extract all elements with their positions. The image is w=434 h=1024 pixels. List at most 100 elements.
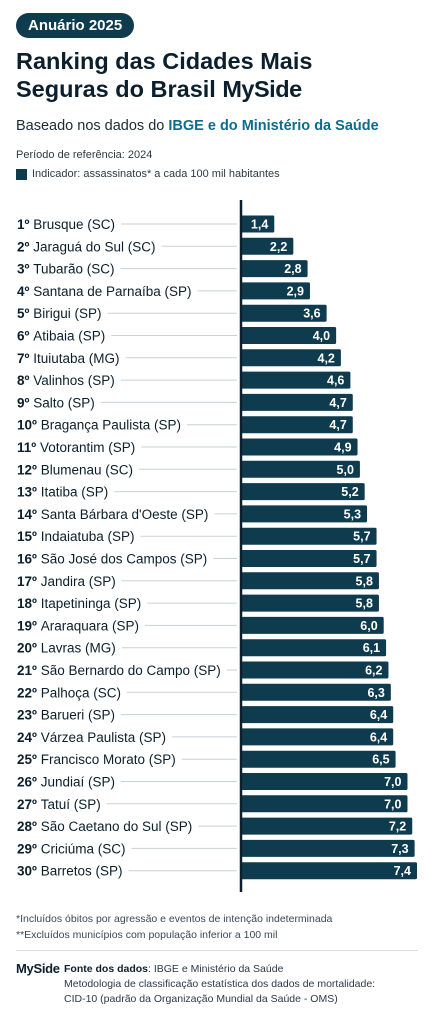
value-label: 1,4 xyxy=(251,218,268,232)
bar xyxy=(241,661,389,679)
value-label: 6,5 xyxy=(372,753,389,767)
footer-divider xyxy=(16,950,418,951)
bar xyxy=(241,683,391,701)
bar xyxy=(241,260,308,278)
category-label: 20º Lavras (MG) xyxy=(17,641,116,656)
bar xyxy=(241,483,365,501)
subtitle-prefix: Baseado nos dados do xyxy=(16,118,169,134)
category-label: 13º Itatiba (SP) xyxy=(17,485,108,500)
bar xyxy=(241,728,394,746)
category-label: 8º Valinhos (SP) xyxy=(17,373,115,388)
category-label: 2º Jaraguá do Sul (SC) xyxy=(17,239,156,254)
category-label: 6º Atibaia (SP) xyxy=(17,329,105,344)
category-label: 5º Birigui (SP) xyxy=(17,306,101,321)
value-label: 4,6 xyxy=(327,374,344,388)
category-label: 10º Bragança Paulista (SP) xyxy=(17,418,181,433)
value-label: 6,1 xyxy=(363,641,380,655)
source-text: : IBGE e Ministério da Saúde xyxy=(148,963,284,975)
methodology-line-2: CID-10 (padrão da Organização Mundial da… xyxy=(64,993,338,1005)
bar xyxy=(241,349,341,367)
indicator-legend: Indicador: assassinatos* a cada 100 mil … xyxy=(16,168,280,180)
category-label: 14º Santa Bárbara d'Oeste (SP) xyxy=(17,507,208,522)
bar xyxy=(241,862,417,880)
bar xyxy=(241,393,353,411)
value-label: 5,3 xyxy=(344,507,361,521)
bar xyxy=(241,817,413,835)
value-label: 2,9 xyxy=(287,284,304,298)
indicator-text: Indicador: assassinatos* a cada 100 mil … xyxy=(32,168,280,180)
value-label: 7,3 xyxy=(391,842,408,856)
category-label: 1º Brusque (SC) xyxy=(17,217,115,232)
category-label: 3º Tubarão (SC) xyxy=(17,262,114,277)
category-label: 23º Barueri (SP) xyxy=(17,708,115,723)
value-label: 5,7 xyxy=(353,552,370,566)
category-label: 9º Salto (SP) xyxy=(17,395,95,410)
footnote-2: **Excluídos municípios com população inf… xyxy=(16,929,278,941)
category-label: 22º Palhoça (SC) xyxy=(17,685,121,700)
bar xyxy=(241,282,310,300)
subtitle: Baseado nos dados do IBGE e do Ministéri… xyxy=(16,118,379,134)
bar xyxy=(241,327,337,344)
category-label: 24º Várzea Paulista (SP) xyxy=(17,730,166,745)
bar xyxy=(241,839,415,857)
value-label: 7,0 xyxy=(384,797,401,811)
category-label: 18º Itapetininga (SP) xyxy=(17,596,141,611)
value-label: 6,4 xyxy=(370,708,387,722)
value-label: 6,2 xyxy=(365,664,382,678)
bar xyxy=(241,304,327,322)
value-label: 5,2 xyxy=(341,485,358,499)
category-label: 7º Ituiutaba (MG) xyxy=(17,351,119,366)
bar xyxy=(241,438,358,456)
subtitle-highlight: IBGE e do Ministério da Saúde xyxy=(168,118,379,134)
footer-logo: MySide xyxy=(16,961,60,976)
ranking-chart: 1º Brusque (SC) 1,4 2º Jaraguá do Sul (SC)… xyxy=(17,200,417,892)
footnote-1: *Incluídos óbitos por agressão e eventos… xyxy=(16,913,333,925)
category-label: 4º Santana de Parnaíba (SP) xyxy=(17,284,192,299)
bar xyxy=(241,773,408,790)
title-line-1: Ranking das Cidades Mais xyxy=(16,48,313,74)
bar xyxy=(241,750,396,768)
value-label: 4,9 xyxy=(334,441,351,455)
category-label: 29º Criciúma (SC) xyxy=(17,841,125,856)
title-line-2: Seguras do Brasil xyxy=(16,76,216,102)
category-label: 12º Blumenau (SC) xyxy=(17,462,133,477)
value-label: 6,4 xyxy=(370,730,387,744)
bar xyxy=(241,550,377,567)
bar xyxy=(241,460,360,478)
reference-period: Período de referência: 2024 xyxy=(16,149,153,161)
brand-logo: MySide xyxy=(222,76,302,102)
bar xyxy=(241,416,353,434)
category-label: 25º Francisco Morato (SP) xyxy=(17,752,176,767)
value-label: 5,8 xyxy=(356,597,373,611)
category-label: 28º São Caetano do Sul (SP) xyxy=(17,819,192,834)
bar xyxy=(241,616,384,634)
category-label: 15º Indaiatuba (SP) xyxy=(17,529,135,544)
value-label: 5,7 xyxy=(353,530,370,544)
value-label: 4,7 xyxy=(329,396,346,410)
page-title: Ranking das Cidades Mais Seguras do Bras… xyxy=(16,47,426,103)
bar xyxy=(241,795,408,813)
bar xyxy=(241,572,379,590)
value-label: 3,6 xyxy=(303,307,320,321)
value-label: 4,2 xyxy=(318,351,335,365)
value-label: 7,4 xyxy=(394,864,411,878)
category-label: 19º Araraquara (SP) xyxy=(17,618,139,633)
bar xyxy=(241,639,387,657)
value-label: 4,0 xyxy=(313,329,330,343)
legend-swatch-icon xyxy=(16,168,27,180)
bar xyxy=(241,237,294,255)
source-label: Fonte dos dados xyxy=(64,963,148,975)
methodology-line-1: Metodologia de classificação estatística… xyxy=(64,978,376,990)
bar xyxy=(241,527,377,545)
value-label: 2,8 xyxy=(284,262,301,276)
category-label: 30º Barretos (SP) xyxy=(17,864,122,879)
value-label: 5,0 xyxy=(337,463,354,477)
bar xyxy=(241,706,394,724)
year-badge: Anuário 2025 xyxy=(16,13,135,38)
bar xyxy=(241,594,379,612)
category-label: 26º Jundiaí (SP) xyxy=(17,775,115,790)
footer-source: Fonte dos dados: IBGE e Ministério da Sa… xyxy=(64,962,424,1007)
bar xyxy=(241,505,368,523)
bar xyxy=(241,371,351,389)
category-label: 27º Tatuí (SP) xyxy=(17,797,101,812)
